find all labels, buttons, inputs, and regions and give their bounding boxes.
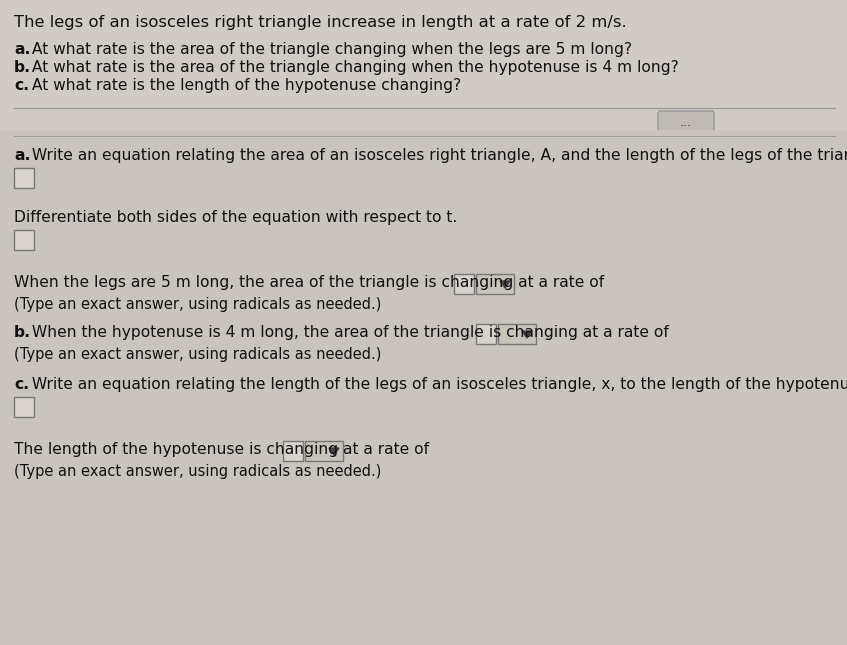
Bar [305, 441, 343, 461]
Bar [454, 274, 474, 294]
Polygon shape [500, 281, 510, 288]
Text: When the hypotenuse is 4 m long, the area of the triangle is changing at a rate : When the hypotenuse is 4 m long, the are… [27, 325, 669, 340]
Text: At what rate is the area of the triangle changing when the legs are 5 m long?: At what rate is the area of the triangle… [27, 42, 632, 57]
Text: At what rate is the length of the hypotenuse changing?: At what rate is the length of the hypote… [27, 78, 462, 93]
Text: c.: c. [14, 377, 29, 392]
Text: The legs of an isosceles right triangle increase in length at a rate of 2 m/s.: The legs of an isosceles right triangle … [14, 15, 627, 30]
Bar [476, 324, 496, 344]
Bar [498, 324, 536, 344]
Bar [14, 397, 34, 417]
Bar [14, 230, 34, 250]
Bar [0, 130, 847, 645]
Text: b.: b. [14, 60, 31, 75]
Bar [14, 168, 34, 188]
Bar [0, 0, 847, 130]
Text: a.: a. [14, 42, 30, 57]
Text: (Type an exact answer, using radicals as needed.): (Type an exact answer, using radicals as… [14, 464, 381, 479]
Text: a.: a. [14, 148, 30, 163]
Text: c.: c. [14, 78, 29, 93]
Text: At what rate is the area of the triangle changing when the hypotenuse is 4 m lon: At what rate is the area of the triangle… [27, 60, 679, 75]
Text: (Type an exact answer, using radicals as needed.): (Type an exact answer, using radicals as… [14, 297, 381, 312]
Bar [283, 441, 303, 461]
FancyBboxPatch shape [658, 111, 714, 133]
Text: When the legs are 5 m long, the area of the triangle is changing at a rate of: When the legs are 5 m long, the area of … [14, 275, 604, 290]
Polygon shape [329, 448, 339, 455]
Text: ...: ... [680, 115, 692, 128]
Polygon shape [522, 331, 532, 338]
Text: The length of the hypotenuse is changing at a rate of: The length of the hypotenuse is changing… [14, 442, 429, 457]
Text: Write an equation relating the length of the legs of an isosceles triangle, x, t: Write an equation relating the length of… [27, 377, 847, 392]
Text: b.: b. [14, 325, 31, 340]
Text: Write an equation relating the area of an isosceles right triangle, A, and the l: Write an equation relating the area of a… [27, 148, 847, 163]
Text: (Type an exact answer, using radicals as needed.): (Type an exact answer, using radicals as… [14, 347, 381, 362]
Text: Differentiate both sides of the equation with respect to t.: Differentiate both sides of the equation… [14, 210, 457, 225]
Bar [476, 274, 514, 294]
